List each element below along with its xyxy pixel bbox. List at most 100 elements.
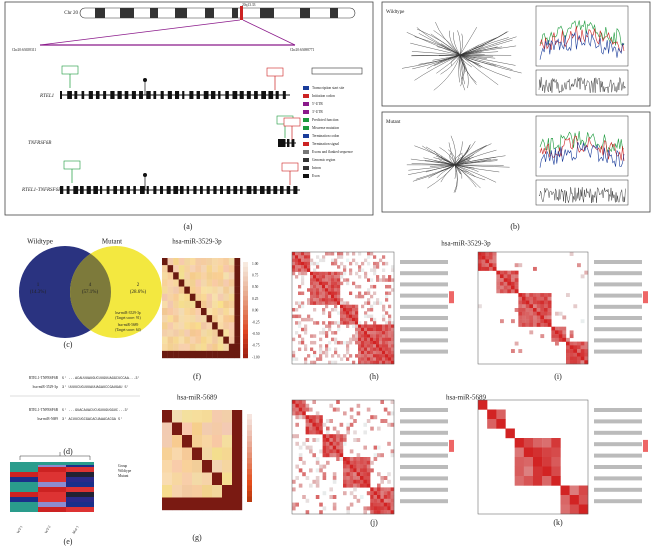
- heatmap-cell: [313, 354, 317, 358]
- heatmap-cell: [373, 357, 377, 361]
- heatmap-cell: [352, 258, 356, 263]
- heatmap-cell: [367, 350, 371, 355]
- heatmap-cell: [361, 294, 365, 299]
- heatmap-cell: [355, 327, 359, 332]
- heatmap-cell: [313, 291, 317, 296]
- heatmap-cell: [569, 352, 574, 357]
- heatmap-cell: [217, 315, 224, 323]
- heatmap-cell: [353, 483, 357, 488]
- heatmap-cell: [343, 457, 347, 461]
- heatmap-cell: [337, 271, 341, 276]
- heatmap-cell: [184, 315, 191, 323]
- heatmap-cell: [523, 447, 534, 458]
- venn-percent: (28.6%): [130, 290, 147, 295]
- heatmap-cell: [167, 315, 174, 323]
- heatmap-cell: [522, 293, 526, 297]
- heatmap-cell: [234, 322, 241, 330]
- heatmap-cell: [523, 438, 534, 448]
- venn-percent: (57.1%): [82, 290, 99, 295]
- heatmap-cell: [577, 263, 581, 268]
- heatmap-cell: [540, 315, 545, 320]
- heatmap-cell: [364, 340, 368, 345]
- heatmap-cell: [382, 324, 386, 328]
- heatmap-cell: [364, 350, 368, 355]
- exon: [213, 186, 217, 194]
- heatmap-cell: [292, 357, 296, 361]
- heatmap-cell: [315, 426, 320, 431]
- heatmap-cell: [228, 329, 235, 337]
- heatmap-cell: [178, 343, 185, 352]
- heatmap-cell: [305, 445, 310, 450]
- heatmap-cell: [566, 337, 570, 342]
- heatmap-cell: [66, 497, 94, 502]
- heatmap-cell: [162, 422, 173, 436]
- heatmap-cell: [331, 281, 335, 286]
- heatmap-cell: [577, 349, 581, 353]
- tree-branch: [459, 54, 522, 74]
- heatmap-cell: [533, 315, 537, 320]
- heatmap-cell: [370, 337, 374, 342]
- heatmap-cell: [366, 483, 371, 488]
- tree-branch: [454, 145, 487, 166]
- heatmap-cell: [173, 258, 179, 266]
- heatmap-cell: [361, 350, 365, 355]
- exon: [226, 186, 231, 194]
- tree-branch: [459, 32, 507, 56]
- heatmap-cell: [391, 337, 395, 342]
- heatmap-cell: [309, 468, 313, 473]
- heatmap-cell: [356, 453, 361, 458]
- heatmap-cell: [366, 460, 371, 465]
- heatmap-cell: [533, 296, 537, 301]
- heatmap-cell: [383, 487, 388, 492]
- heatmap-cell: [558, 337, 563, 342]
- heatmap-cell: [313, 340, 317, 345]
- heatmap-cell: [376, 324, 380, 328]
- heatmap-cell: [182, 435, 193, 448]
- exon: [203, 91, 209, 99]
- heatmap-cell: [349, 415, 354, 420]
- heatmap-cell: [349, 407, 354, 412]
- heatmap-cell: [292, 400, 296, 404]
- exon: [93, 186, 98, 194]
- heatmap-cell: [331, 258, 335, 263]
- heatmap-cell: [349, 321, 353, 325]
- heatmap-cell: [390, 498, 395, 503]
- heatmap-cell: [167, 343, 174, 352]
- heatmap-cell: [228, 322, 235, 330]
- heatmap-cell: [202, 447, 213, 461]
- heatmap-cell: [551, 447, 561, 458]
- heatmap-cell: [313, 308, 317, 312]
- heatmap-cell: [383, 419, 388, 423]
- heatmap-cell: [358, 344, 362, 348]
- heatmap-cell: [343, 278, 347, 282]
- heatmap-cell: [301, 278, 305, 282]
- annotation-bar: [400, 327, 448, 332]
- exon: [278, 139, 283, 147]
- heatmap-cell: [331, 331, 335, 335]
- heatmap-cell: [373, 487, 378, 492]
- heatmap-cell: [364, 354, 368, 358]
- heatmap-cell: [234, 329, 241, 337]
- heatmap-cell: [373, 334, 377, 338]
- heatmap-cell: [336, 438, 340, 442]
- annotation-box: [63, 160, 81, 170]
- heatmap-cell: [302, 441, 306, 446]
- tree-branch: [410, 42, 461, 56]
- heatmap-cell: [363, 422, 367, 427]
- heatmap-cell: [332, 438, 337, 442]
- heatmap-cell: [390, 411, 395, 416]
- heatmap-cell: [173, 272, 179, 280]
- tree-branch: [459, 33, 464, 56]
- heatmap-cell: [390, 502, 395, 507]
- heatmap-cell: [295, 301, 299, 305]
- heatmap-cell: [578, 504, 589, 515]
- heatmap-cell: [390, 495, 395, 499]
- heatmap-cell: [309, 419, 313, 423]
- heatmap-cell: [529, 300, 534, 305]
- heatmap-cell: [560, 495, 570, 505]
- heatmap-cell: [367, 324, 371, 328]
- tree-branch: [459, 37, 509, 56]
- heatmap-cell: [10, 467, 38, 472]
- colorbar-step: [243, 334, 248, 339]
- heatmap-cell: [206, 308, 213, 316]
